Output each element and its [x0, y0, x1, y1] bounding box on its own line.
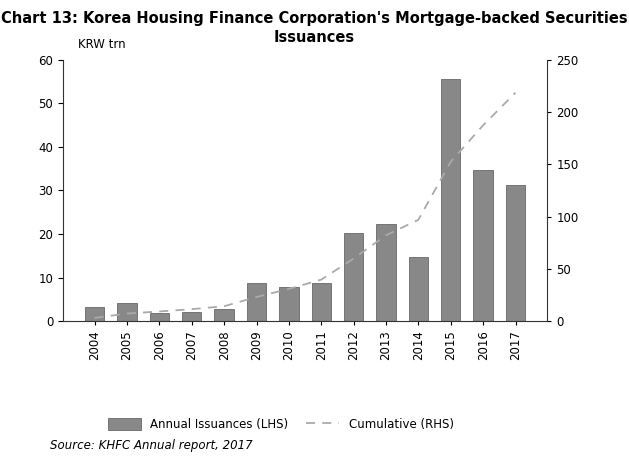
Bar [182, 312, 201, 321]
Bar [279, 287, 299, 321]
Bar [474, 169, 493, 321]
Bar [85, 308, 104, 321]
Bar [344, 233, 364, 321]
Bar [311, 283, 331, 321]
Bar [117, 303, 136, 321]
Bar [409, 257, 428, 321]
Bar [150, 313, 169, 321]
Text: Source: KHFC Annual report, 2017: Source: KHFC Annual report, 2017 [50, 439, 253, 452]
Text: Chart 13: Korea Housing Finance Corporation's Mortgage-backed Securities: Chart 13: Korea Housing Finance Corporat… [1, 11, 628, 27]
Bar [506, 185, 525, 321]
Legend: Annual Issuances (LHS), Cumulative (RHS): Annual Issuances (LHS), Cumulative (RHS) [103, 413, 459, 436]
Bar [376, 224, 396, 321]
Text: KRW trn: KRW trn [79, 38, 126, 51]
Bar [214, 309, 234, 321]
Bar [441, 79, 460, 321]
Bar [247, 283, 266, 321]
Text: Issuances: Issuances [274, 30, 355, 45]
